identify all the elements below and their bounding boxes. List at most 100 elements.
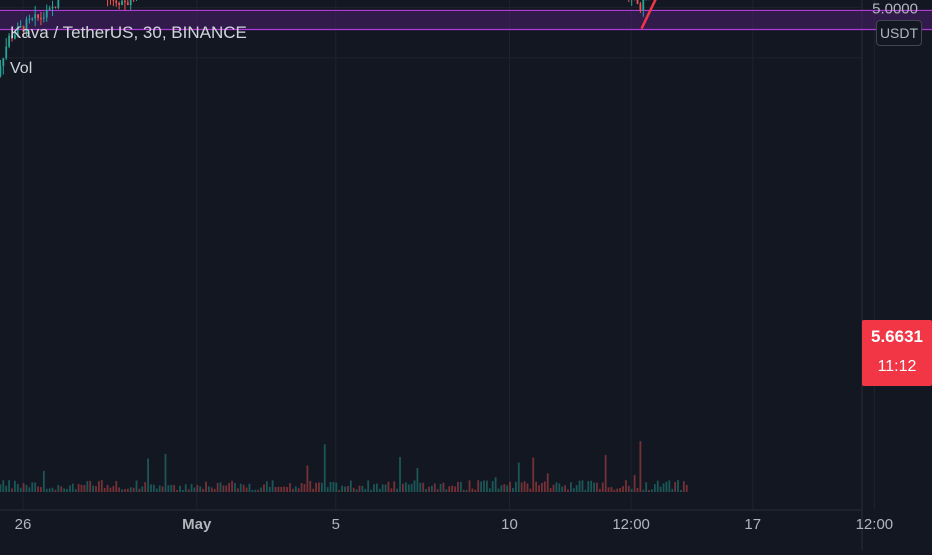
volume-bar (622, 486, 624, 492)
volume-bar (109, 487, 112, 492)
volume-bar (158, 485, 161, 492)
volume-bar (265, 481, 268, 492)
volume-bar (294, 486, 297, 492)
volume-bar (488, 488, 491, 492)
volume-bar (468, 480, 471, 492)
volume-bar (541, 482, 543, 492)
volume-bar (662, 483, 665, 492)
symbol-title[interactable]: Kava / TetherUS, 30, BINANCE (10, 23, 247, 42)
volume-bar (170, 484, 173, 492)
volume-bar (202, 488, 205, 492)
volume-indicator-label[interactable]: Vol (10, 60, 33, 77)
volume-bar (477, 480, 480, 492)
volume-bar (349, 480, 352, 492)
current-price-label: 5.6631 (871, 327, 923, 346)
volume-bar (77, 483, 80, 492)
volume-bar (338, 489, 341, 492)
volume-bar (526, 483, 529, 492)
volume-bar (552, 484, 555, 492)
volume-bar (399, 456, 401, 492)
volume-bar (40, 487, 42, 492)
volume-bar (320, 482, 323, 492)
volume-bar (48, 488, 51, 492)
candle-body (42, 17, 45, 19)
volume-bar (393, 481, 396, 492)
volume-bar (546, 473, 549, 492)
volume-bar (604, 455, 607, 492)
volume-bar (210, 487, 213, 492)
volume-bar (448, 486, 451, 492)
time-axis-label: 17 (744, 516, 761, 533)
volume-bar (509, 481, 511, 492)
candle-body (16, 26, 19, 36)
volume-bar (89, 480, 92, 492)
volume-bar (71, 483, 74, 492)
volume-bar (100, 480, 103, 492)
candle-body (13, 35, 16, 39)
volume-bar (529, 488, 532, 492)
volume-bar (254, 489, 257, 492)
volume-bar (436, 489, 439, 492)
volume-bar (106, 484, 109, 492)
volume-bar (642, 489, 645, 492)
volume-bar (677, 480, 679, 492)
volume-bar (60, 486, 63, 492)
volume-bar (596, 482, 598, 492)
volume-bar (575, 485, 578, 492)
volume-bar (34, 482, 37, 492)
volume-bar (416, 468, 419, 492)
time-axis-label: 5 (332, 516, 340, 533)
volume-bar (45, 488, 48, 492)
time-axis-label: 12:00 (856, 516, 894, 533)
candle-body (118, 3, 121, 6)
volume-bar (280, 486, 283, 492)
volume-bar (451, 485, 454, 492)
volume-bar (181, 489, 184, 492)
volume-bar (680, 489, 682, 492)
volume-bar (497, 488, 500, 492)
volume-bar (28, 487, 31, 492)
volume-bar (205, 481, 207, 492)
volume-bar (462, 489, 465, 492)
volume-bar (231, 480, 233, 492)
volume-bar (164, 453, 167, 492)
volume-bar (465, 489, 468, 492)
volume-bar (668, 480, 671, 492)
volume-bar (66, 488, 68, 492)
volume-bar (118, 487, 121, 492)
volume-bar (147, 458, 149, 492)
volume-bar (135, 480, 138, 492)
volume-bar (653, 484, 656, 492)
volume-bar (184, 484, 187, 492)
candle-body (121, 0, 123, 6)
support-resistance-zone-3 (0, 9, 932, 31)
volume-bar (236, 488, 239, 492)
volume-bar (213, 488, 216, 492)
volume-bar (69, 485, 71, 492)
volume-bar (659, 486, 662, 492)
currency-button[interactable]: USDT (876, 20, 922, 46)
volume-bar (245, 487, 248, 492)
volume-bar (352, 487, 355, 492)
candle-body (642, 0, 645, 11)
candle-body (129, 0, 132, 5)
volume-bar (613, 489, 616, 492)
candle-body (8, 35, 10, 47)
volume-bar (199, 486, 202, 492)
volume-bar (593, 482, 595, 492)
volume-bar (216, 483, 219, 492)
volume-bar (480, 481, 483, 492)
volume-bar (303, 484, 306, 492)
volume-bar (645, 482, 648, 492)
volume-bar (358, 485, 361, 492)
volume-bar (187, 489, 190, 492)
volume-bar (494, 477, 497, 492)
volume-bar (315, 482, 317, 492)
volume-bar (520, 482, 523, 492)
volume-bar (682, 481, 685, 492)
volume-bar (208, 486, 210, 492)
candle-body (11, 35, 13, 39)
volume-bar (413, 480, 416, 492)
